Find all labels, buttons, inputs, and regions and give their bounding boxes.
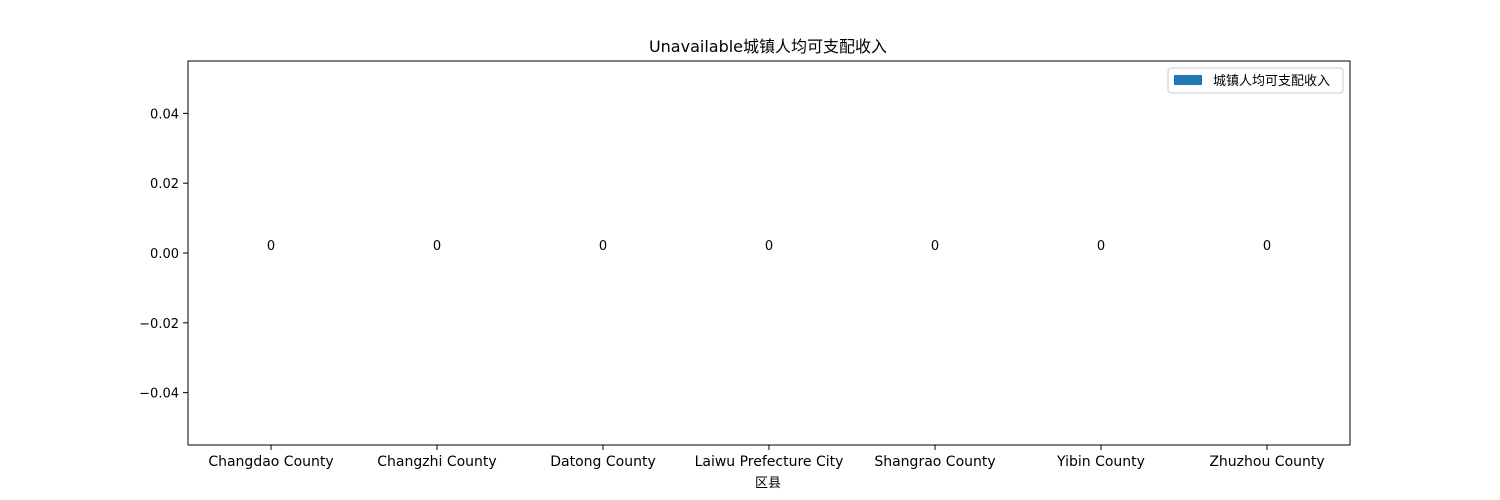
legend: 城镇人均可支配收入 bbox=[1167, 67, 1344, 94]
x-axis-label: 区县 bbox=[755, 476, 781, 491]
bar-value-label: 0 bbox=[931, 239, 939, 254]
plot-area bbox=[187, 60, 1351, 446]
y-tick-label: −0.02 bbox=[139, 317, 179, 332]
y-tick-label: −0.04 bbox=[139, 387, 179, 402]
data-labels: 0 0 0 0 0 0 0 bbox=[267, 239, 1271, 254]
x-axis: Changdao County Changzhi County Datong Cou… bbox=[208, 445, 1325, 470]
bar-value-label: 0 bbox=[765, 239, 773, 254]
y-tick-label: 0.00 bbox=[150, 247, 179, 262]
x-tick-label: Zhuzhou County bbox=[1209, 454, 1324, 470]
legend-box bbox=[1167, 67, 1344, 94]
bar-value-label: 0 bbox=[599, 239, 607, 254]
y-axis: −0.04 −0.02 0.00 0.02 0.04 bbox=[139, 107, 188, 402]
bar-value-label: 0 bbox=[1097, 239, 1105, 254]
bar-value-label: 0 bbox=[433, 239, 441, 254]
x-tick-label: Laiwu Prefecture City bbox=[695, 454, 844, 470]
x-tick-label: Datong County bbox=[550, 454, 656, 470]
y-tick-label: 0.04 bbox=[150, 107, 179, 122]
x-tick-label: Shangrao County bbox=[874, 454, 995, 470]
legend-swatch bbox=[1174, 75, 1202, 85]
x-tick-label: Yibin County bbox=[1056, 454, 1145, 470]
y-tick-label: 0.02 bbox=[150, 177, 179, 192]
x-tick-label: Changzhi County bbox=[377, 454, 496, 470]
x-tick-label: Changdao County bbox=[208, 454, 333, 470]
chart-title: Unavailable城镇人均可支配收入 bbox=[649, 37, 887, 56]
bar-value-label: 0 bbox=[1263, 239, 1271, 254]
legend-label: 城镇人均可支配收入 bbox=[1213, 74, 1330, 89]
bar-value-label: 0 bbox=[267, 239, 275, 254]
